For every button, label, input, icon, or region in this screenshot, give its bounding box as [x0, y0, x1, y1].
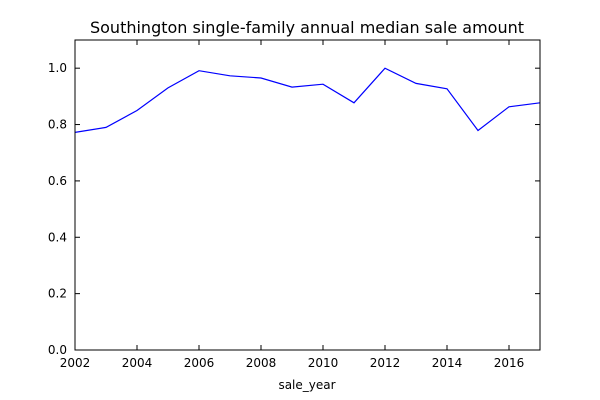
y-tick-label: 0.0: [48, 343, 67, 357]
plot-area: 2002 2004 2006 2008 2010 2012 2014 2016 0.0 0.2 0.…: [48, 39, 541, 370]
chart-title: Southington single-family annual median …: [90, 18, 524, 37]
x-tick-label: 2010: [308, 356, 339, 370]
y-tick-label: 0.4: [48, 230, 67, 244]
x-tick-label: 2016: [494, 356, 525, 370]
y-tick-label: 0.6: [48, 174, 67, 188]
y-tick-label: 0.2: [48, 287, 67, 301]
x-tick-label: 2006: [184, 356, 215, 370]
x-tick-label: 2008: [246, 356, 277, 370]
x-tick-label: 2014: [432, 356, 463, 370]
x-tick-label: 2002: [60, 356, 91, 370]
x-tick-label: 2004: [122, 356, 153, 370]
plot-frame: [74, 39, 541, 351]
x-axis-label: sale_year: [278, 378, 335, 392]
series-line-1: [74, 67, 541, 133]
x-tick-label: 2012: [370, 356, 401, 370]
y-tick-label: 1.0: [48, 61, 67, 75]
y-tick-label: 0.8: [48, 118, 67, 132]
